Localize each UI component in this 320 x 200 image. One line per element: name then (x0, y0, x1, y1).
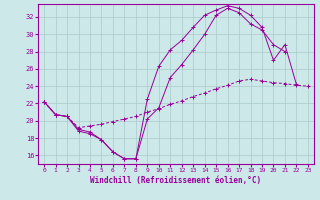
X-axis label: Windchill (Refroidissement éolien,°C): Windchill (Refroidissement éolien,°C) (91, 176, 261, 185)
